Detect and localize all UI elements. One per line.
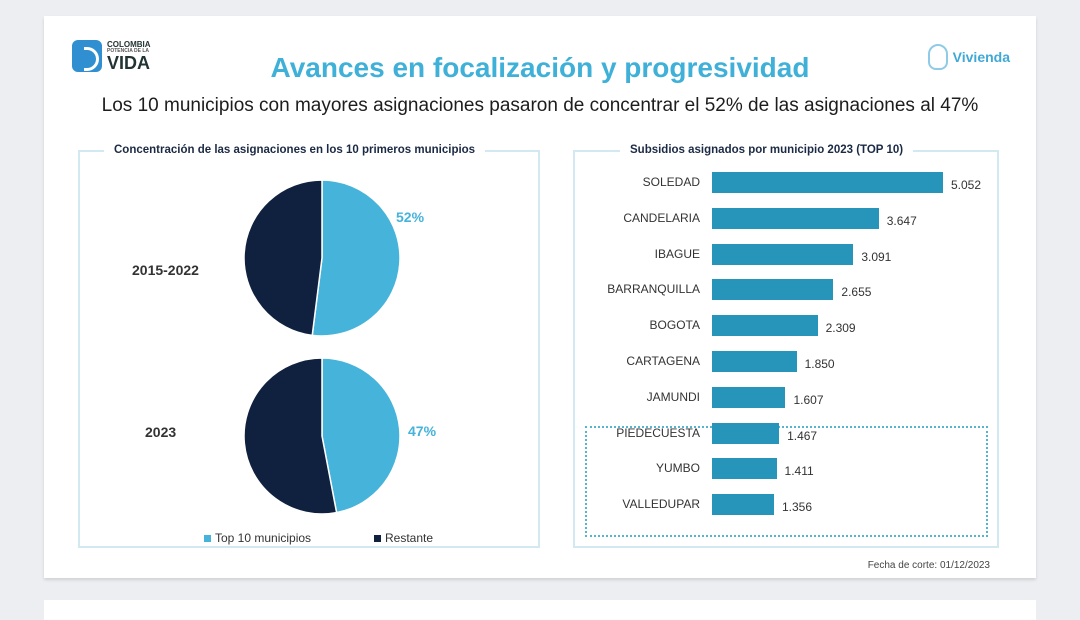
logo-text: COLOMBIA bbox=[107, 39, 151, 49]
logo-mark-icon bbox=[72, 40, 102, 72]
colombia-logo: COLOMBIA POTENCIA DE LA VIDA bbox=[72, 40, 151, 72]
legend-item: Top 10 municipios bbox=[204, 531, 311, 545]
bar bbox=[712, 494, 774, 516]
seal-icon bbox=[927, 44, 948, 70]
vivienda-logo: Vivienda bbox=[927, 44, 1010, 70]
slide: COLOMBIA POTENCIA DE LA VIDA Vivienda Avan… bbox=[44, 16, 1036, 578]
slide-title: Avances en focalización y progresividad bbox=[270, 52, 810, 83]
legend-swatch bbox=[374, 534, 381, 542]
pie-data-label: 52% bbox=[396, 209, 425, 225]
pie-slice-top10 bbox=[321, 357, 401, 514]
pie-label: 2023 bbox=[145, 424, 177, 440]
logo-text: VIDA bbox=[107, 52, 151, 73]
bar-category-label: VALLEDUPAR bbox=[622, 497, 700, 512]
legend-swatch bbox=[204, 534, 211, 542]
next-slide bbox=[44, 600, 1036, 620]
bar-category-label: SOLEDAD bbox=[642, 175, 700, 189]
bar bbox=[712, 351, 797, 372]
pie-data-label: 47% bbox=[408, 423, 437, 439]
pie-slice-top10 bbox=[311, 179, 401, 337]
slide-subtitle: Los 10 municipios con mayores asignacion… bbox=[101, 95, 979, 116]
bar-category-label: YUMBO bbox=[655, 461, 700, 476]
bar-value-label: 1.607 bbox=[793, 392, 824, 407]
bar-category-label: JAMUNDI bbox=[646, 389, 700, 404]
bar-category-label: IBAGUE bbox=[654, 246, 700, 261]
bar bbox=[712, 243, 854, 265]
bar-value-label: 5.052 bbox=[951, 178, 982, 192]
bar-category-label: BARRANQUILLA bbox=[607, 282, 700, 297]
pie-label: 2015-2022 bbox=[132, 262, 199, 278]
bar bbox=[712, 458, 777, 480]
bar-value-label: 3.091 bbox=[861, 249, 892, 264]
bar-category-label: CANDELARIA bbox=[623, 210, 700, 225]
bar bbox=[712, 315, 818, 337]
legend-item: Restante bbox=[374, 531, 433, 545]
footer-date: Fecha de corte: 01/12/2023 bbox=[867, 560, 990, 571]
bar-value-label: 1.411 bbox=[784, 464, 814, 479]
legend-label: Restante bbox=[385, 531, 434, 545]
bar bbox=[712, 172, 943, 193]
bar-value-label: 1.356 bbox=[782, 500, 813, 515]
bar-value-label: 1.850 bbox=[804, 357, 835, 371]
bar-category-label: BOGOTA bbox=[649, 318, 700, 333]
logo-text: POTENCIA DE LA bbox=[107, 47, 150, 54]
bar-value-label: 1.467 bbox=[787, 428, 818, 443]
bar-value-label: 2.655 bbox=[841, 285, 872, 300]
bar-category-label: PIEDECUESTA bbox=[616, 425, 700, 440]
legend-label: Top 10 municipios bbox=[215, 531, 312, 545]
bar bbox=[712, 207, 879, 229]
pie-charts bbox=[243, 179, 401, 515]
pie-slice-restante bbox=[243, 357, 338, 515]
bar-value-label: 2.309 bbox=[825, 321, 856, 336]
highlight-box bbox=[585, 426, 988, 537]
bar bbox=[712, 386, 786, 408]
vivienda-text: Vivienda bbox=[952, 49, 1010, 65]
bar-value-label: 3.647 bbox=[886, 213, 917, 228]
pie-slice-restante bbox=[243, 179, 323, 337]
bar-panel-title: Subsidios asignados por municipio 2023 (… bbox=[620, 144, 914, 156]
bar bbox=[712, 279, 834, 301]
bar bbox=[712, 422, 780, 444]
bar-category-label: CARTAGENA bbox=[626, 354, 700, 368]
pie-panel-title: Concentración de las asignaciones en los… bbox=[104, 144, 486, 156]
